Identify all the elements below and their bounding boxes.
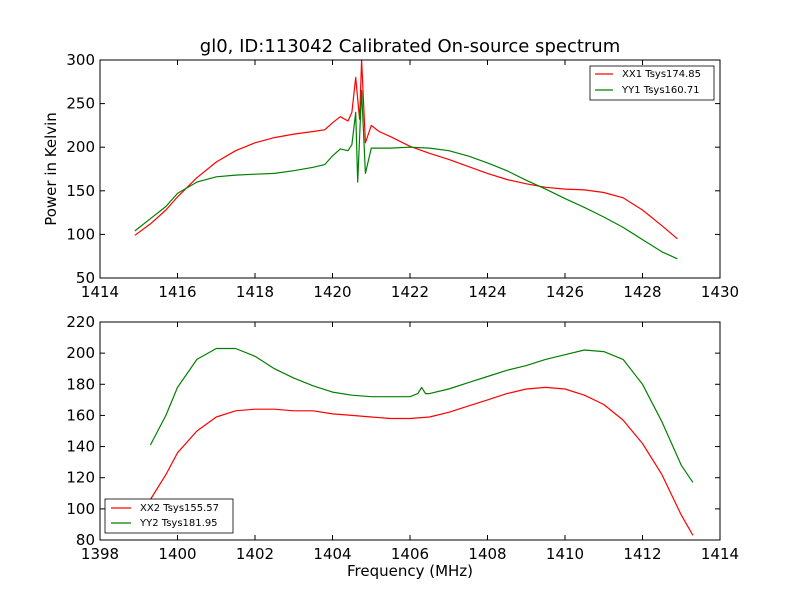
top-plot-ticks: 1414 1416 1418 1420 1422 1424 1426 1428 1430 50 10… <box>66 51 739 301</box>
chart-title: gl0, ID:113042 Calibrated On-source spec… <box>200 36 620 57</box>
bottom-x-tick-label: 1408 <box>468 545 506 563</box>
top-x-tick-label: 1426 <box>546 283 584 301</box>
bottom-y-tick-label: 220 <box>66 313 95 331</box>
top-legend-box <box>589 65 715 101</box>
bottom-y-tick-label: 160 <box>66 406 95 424</box>
top-y-axis-label: Power in Kelvin <box>42 112 60 226</box>
bottom-plot-ticks: 1398 1400 1402 1404 1406 1408 1410 1412 1414 80 10… <box>66 313 739 563</box>
top-plot-panel: 1414 1416 1418 1420 1422 1424 1426 1428 1430 50 10… <box>42 51 739 301</box>
top-plot-frame <box>99 59 721 279</box>
bottom-x-tick-label: 1414 <box>701 545 739 563</box>
bottom-y-tick-label: 180 <box>66 375 95 393</box>
legend-label-yy1: YY1 Tsys160.71 <box>621 85 700 96</box>
top-y-tick-label: 50 <box>76 269 95 287</box>
bottom-plot-frame <box>99 321 721 541</box>
top-x-tick-label: 1422 <box>391 283 429 301</box>
bottom-series-line-xx <box>149 386 694 536</box>
bottom-y-tick-label: 100 <box>66 500 95 518</box>
bottom-plot-panel: 1398 1400 1402 1404 1406 1408 1410 1412 1414 80 10… <box>66 313 739 580</box>
top-x-tick-label: 1424 <box>468 283 506 301</box>
bottom-x-tick-label: 1406 <box>391 545 429 563</box>
top-y-tick-label: 200 <box>66 138 95 156</box>
bottom-x-tick-label: 1412 <box>623 545 661 563</box>
legend-label-xx2: XX2 Tsys155.57 <box>140 503 219 514</box>
legend-label-yy2: YY2 Tsys181.95 <box>139 518 218 529</box>
bottom-x-tick-label: 1404 <box>313 545 351 563</box>
bottom-x-tick-label: 1398 <box>81 545 119 563</box>
bottom-x-tick-label: 1410 <box>546 545 584 563</box>
top-y-tick-label: 100 <box>66 225 95 243</box>
bottom-y-tick-label: 200 <box>66 344 95 362</box>
top-y-tick-label: 250 <box>66 95 95 113</box>
bottom-y-tick-label: 140 <box>66 438 95 456</box>
bottom-plot-lines <box>149 347 694 536</box>
legend-label-xx1: XX1 Tsys174.85 <box>622 69 701 80</box>
top-y-tick-label: 150 <box>66 182 95 200</box>
bottom-y-tick-label: 120 <box>66 469 95 487</box>
top-x-tick-label: 1430 <box>701 283 739 301</box>
bottom-legend: XX2 Tsys155.57 YY2 Tsys181.95 <box>104 498 234 534</box>
bottom-x-tick-label: 1402 <box>236 545 274 563</box>
top-x-tick-label: 1414 <box>81 283 119 301</box>
top-x-tick-label: 1428 <box>623 283 661 301</box>
top-series-line-yy <box>134 89 678 260</box>
bottom-series-line-yy <box>149 347 694 483</box>
top-y-tick-label: 300 <box>66 51 95 69</box>
bottom-y-tick-label: 80 <box>76 531 95 549</box>
bottom-legend-box <box>104 498 234 534</box>
x-axis-label: Frequency (MHz) <box>347 562 473 580</box>
top-plot-lines <box>134 59 678 260</box>
top-series-line-xx <box>134 59 678 240</box>
top-x-tick-label: 1420 <box>313 283 351 301</box>
top-x-tick-label: 1418 <box>236 283 274 301</box>
top-x-tick-label: 1416 <box>158 283 196 301</box>
top-legend: XX1 Tsys174.85 YY1 Tsys160.71 <box>589 65 715 101</box>
bottom-x-tick-label: 1400 <box>158 545 196 563</box>
